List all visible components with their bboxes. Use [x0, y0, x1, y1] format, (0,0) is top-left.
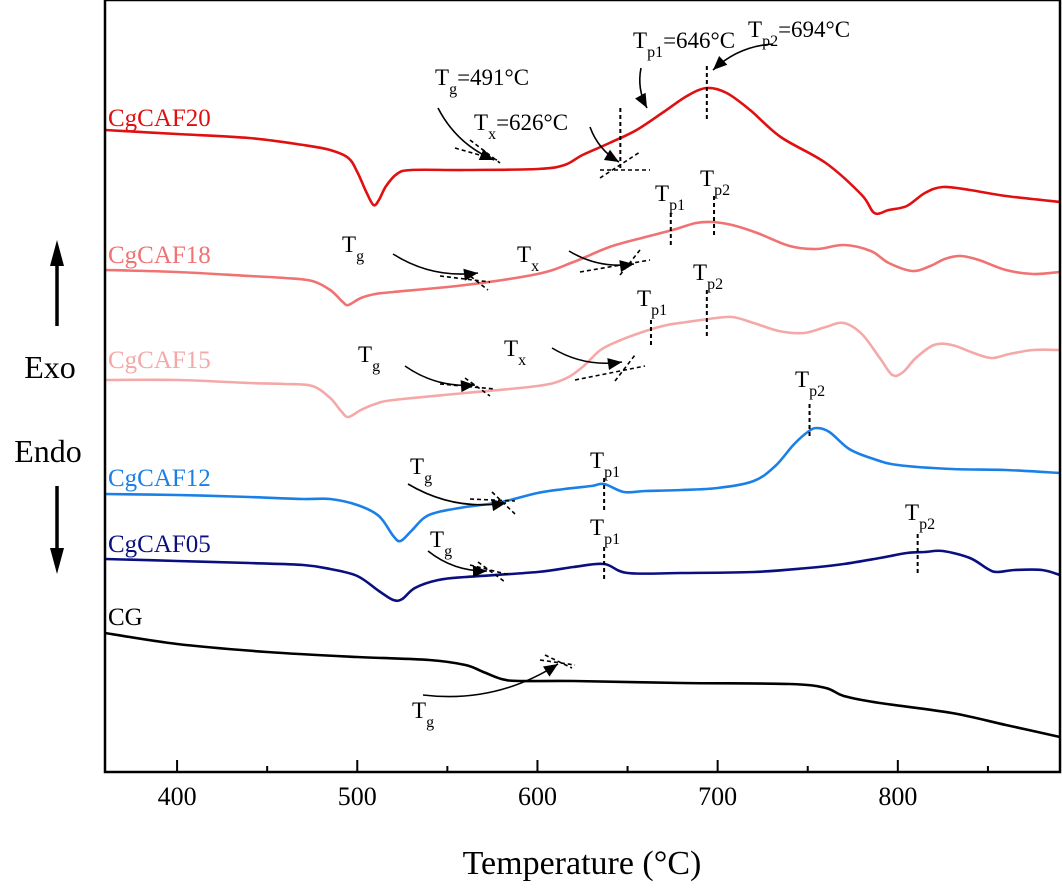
tangent-line-cgcaf15: [614, 354, 636, 382]
series-label-cgcaf12: CgCAF12: [108, 465, 211, 492]
series-label-cgcaf18: CgCAF18: [108, 242, 211, 269]
annotation-cgcaf20-tp1: Tp1=646°C: [633, 28, 735, 61]
x-axis-title: Temperature (°C): [463, 845, 702, 882]
x-tick-label: 800: [878, 782, 917, 811]
annotation-cgcaf15-tx: Tx: [504, 336, 526, 369]
exo-label: Exo: [24, 349, 76, 385]
annotation-cgcaf05-tp1: Tp1: [590, 515, 620, 548]
tangent-line-cgcaf18: [464, 271, 489, 291]
series-line-cgcaf05: [104, 549, 1061, 603]
tangent-line-cgcaf05: [477, 561, 506, 583]
series-line-cgcaf18: [104, 220, 1061, 307]
annotation-cgcaf12-tg: Tg: [410, 454, 432, 487]
arrowhead-cgcaf18-tx: [619, 260, 634, 272]
leader-arrow-cgcaf12-tg: [407, 483, 507, 506]
annotation-cgcaf05-tg: Tg: [430, 527, 452, 560]
annotation-cgcaf12-tp1: Tp1: [590, 448, 620, 481]
x-axis: 400 500 600 700 800: [158, 760, 989, 811]
annotation-cgcaf18-tp2: Tp2: [700, 166, 730, 199]
annotation-cgcaf18-tp1: Tp1: [655, 181, 685, 214]
annotation-cgcaf15-tg: Tg: [358, 342, 380, 375]
series-layer: CgCAF20 CgCAF18 CgCAF15 CgCAF12 CgCAF05 CG: [104, 86, 1061, 739]
series-line-cg: [104, 631, 1061, 739]
tangent-line-cgcaf20: [469, 139, 501, 164]
annotation-cgcaf18-tg: Tg: [342, 232, 364, 265]
annotation-cgcaf15-tp1: Tp1: [637, 286, 667, 319]
series-label-cgcaf15: CgCAF15: [108, 347, 211, 374]
leader-arrow-cg-tg: [422, 663, 559, 698]
annotation-cgcaf15-tp2: Tp2: [693, 260, 723, 293]
series-line-cgcaf12: [104, 426, 1061, 543]
arrowhead-cgcaf18-tg: [463, 268, 478, 281]
x-tick-label: 400: [158, 782, 197, 811]
annotation-layer: Tg=491°C Tx=626°C Tp1=646°C Tp2=694°C Tg Tx Tp…: [342, 17, 935, 731]
tangent-line-cgcaf18: [439, 275, 491, 283]
arrowhead-cg-tg: [543, 664, 558, 677]
series-label-cg: CG: [108, 604, 143, 631]
tangent-line-cgcaf18: [579, 259, 651, 273]
plot-frame: [103, 0, 1062, 774]
tangent-line-cg: [539, 659, 576, 666]
annotation-cgcaf20-tx: Tx=626°C: [474, 110, 568, 143]
arrowhead-cgcaf05-tg: [472, 565, 487, 578]
arrowhead-cgcaf15-tg: [460, 380, 475, 393]
arrowhead-cgcaf20-tp1: [635, 92, 647, 108]
arrowhead-cgcaf15-tx: [607, 358, 622, 370]
arrowhead-cgcaf20-tp2: [713, 56, 728, 70]
x-tick-label: 600: [518, 782, 557, 811]
tangent-line-cgcaf15: [464, 377, 491, 397]
series-line-cgcaf20: [104, 86, 1061, 216]
x-tick-label: 700: [698, 782, 737, 811]
x-tick-label: 500: [338, 782, 377, 811]
annotation-cg-tg: Tg: [412, 698, 434, 731]
endo-label: Endo: [14, 433, 82, 469]
endo-arrow: [50, 486, 64, 574]
exo-arrow: [50, 240, 64, 326]
annotation-cgcaf20-tg: Tg=491°C: [435, 65, 529, 98]
annotation-cgcaf05-tp2: Tp2: [905, 500, 935, 533]
arrowhead-cgcaf12-tg: [491, 499, 506, 512]
series-label-cgcaf05: CgCAF05: [108, 531, 211, 558]
arrowhead-cgcaf20-tx: [603, 149, 619, 162]
tangent-line-cg: [544, 654, 573, 669]
annotation-cgcaf20-tp2: Tp2=694°C: [748, 17, 850, 50]
annotation-cgcaf18-tx: Tx: [517, 242, 539, 275]
series-label-cgcaf20: CgCAF20: [108, 105, 211, 132]
series-line-cgcaf15: [104, 315, 1061, 419]
tangent-line-cgcaf15: [574, 365, 646, 381]
arrowhead-cgcaf20-tg: [478, 149, 494, 160]
tangent-line-cgcaf18: [619, 249, 641, 276]
annotation-cgcaf12-tp2: Tp2: [795, 367, 825, 400]
